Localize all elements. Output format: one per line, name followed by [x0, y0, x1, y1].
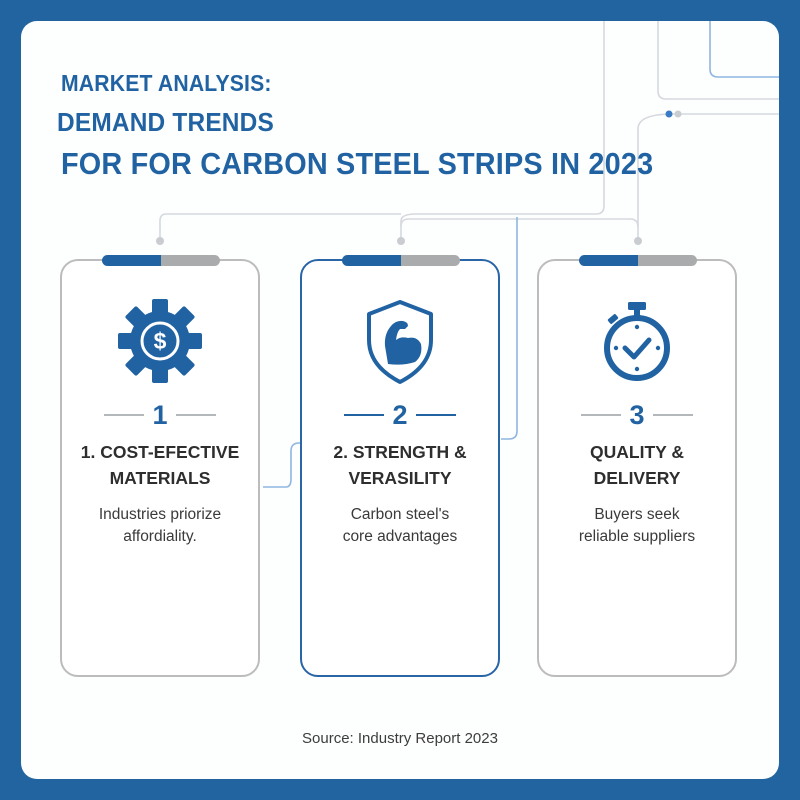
- stopwatch-check-icon: [604, 302, 670, 381]
- card-heading-line: 1. COST-EFECTIVE: [80, 442, 240, 462]
- step-number-row: 1: [62, 401, 258, 429]
- card-heading-line: MATERIALS: [109, 468, 211, 488]
- card-description: Buyers seek reliable suppliers: [545, 504, 729, 548]
- card-description-line: core advantages: [342, 528, 458, 545]
- title-line-2: DEMAND TRENDS: [57, 107, 274, 137]
- step-number: 2: [392, 400, 408, 430]
- svg-text:$: $: [154, 328, 167, 354]
- card-tab: [342, 255, 460, 266]
- card-heading: 1. COST-EFECTIVE MATERIALS: [68, 439, 252, 491]
- card-heading-line: QUALITY &: [590, 442, 684, 462]
- gear-dollar-icon: $: [118, 299, 202, 383]
- card-heading-line: DELIVERY: [593, 468, 681, 488]
- card-heading: QUALITY & DELIVERY: [545, 439, 729, 491]
- card-description-line: affordiality.: [123, 528, 197, 545]
- infographic-panel: MARKET ANALYSIS: DEMAND TRENDS FOR FOR C…: [21, 21, 779, 779]
- step-number: 3: [629, 400, 645, 430]
- shield-bicep-icon: [367, 300, 433, 384]
- card-heading-line: 2. STRENGTH &: [333, 442, 467, 462]
- card-description-line: Buyers seek: [594, 506, 680, 523]
- card-heading-line: VERASILITY: [348, 468, 452, 488]
- card-tab: [102, 255, 220, 266]
- card-description-line: Carbon steel's: [350, 506, 450, 523]
- card-quality-delivery: 3 QUALITY & DELIVERY Buyers seek reliabl…: [537, 255, 737, 677]
- step-number-row: 3: [539, 401, 735, 429]
- title-line-1: MARKET ANALYSIS:: [61, 70, 272, 96]
- card-cost-effective: $ 1 1. COST-EFECTIVE MATERIALS Industrie…: [60, 255, 260, 677]
- card-description: Industries priorize affordiality.: [68, 504, 252, 548]
- card-description-line: Industries priorize: [98, 506, 222, 523]
- circuit-connector-lines: [156, 21, 779, 488]
- title-line-3: FOR FOR CARBON STEEL STRIPS IN 2023: [61, 146, 654, 181]
- card-strength-versatility: 2 2. STRENGTH & VERASILITY Carbon steel'…: [300, 255, 500, 677]
- card-heading: 2. STRENGTH & VERASILITY: [308, 439, 492, 491]
- card-tab: [579, 255, 697, 266]
- card-description-line: reliable suppliers: [578, 528, 696, 545]
- source-citation: Source: Industry Report 2023: [302, 730, 498, 747]
- step-number-row: 2: [302, 401, 498, 429]
- step-number: 1: [152, 400, 168, 430]
- card-description: Carbon steel's core advantages: [308, 504, 492, 548]
